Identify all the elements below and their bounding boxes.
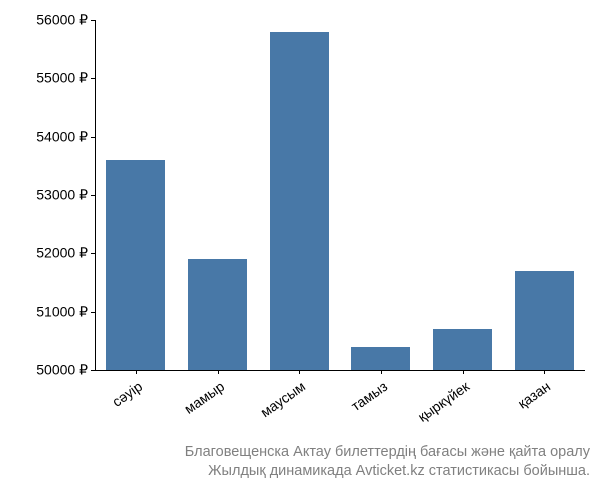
bars-group <box>95 20 585 370</box>
x-tick-mark <box>136 370 137 374</box>
x-tick-mark <box>299 370 300 374</box>
bar <box>188 259 247 370</box>
x-tick-mark <box>463 370 464 374</box>
x-tick-label: тамыз <box>299 378 390 448</box>
y-tick-mark <box>91 253 95 254</box>
x-tick-label: қазан <box>462 378 553 448</box>
y-tick-label: 53000 ₽ <box>36 187 88 204</box>
x-tick-mark <box>218 370 219 374</box>
bar <box>270 32 329 370</box>
y-tick-mark <box>91 20 95 21</box>
y-tick-label: 54000 ₽ <box>36 128 88 145</box>
y-tick-mark <box>91 312 95 313</box>
y-tick-label: 56000 ₽ <box>36 12 88 29</box>
x-tick-mark <box>381 370 382 374</box>
caption-line-2: Жылдық динамикада Avticket.kz статистика… <box>0 462 590 482</box>
x-tick-label: маусым <box>217 378 308 448</box>
x-tick-label: сәуір <box>54 378 145 448</box>
y-tick-mark <box>91 137 95 138</box>
y-tick-label: 51000 ₽ <box>36 303 88 320</box>
price-chart: 50000 ₽ 51000 ₽ 52000 ₽ 53000 ₽ 54000 ₽ 55000… <box>0 0 600 500</box>
caption-line-1: Благовещенска Актау билеттердің бағасы ж… <box>0 443 590 463</box>
x-tick-mark <box>544 370 545 374</box>
bar <box>433 329 492 370</box>
bar <box>351 347 410 370</box>
y-tick-mark <box>91 78 95 79</box>
x-tick-label: қыркүйек <box>381 378 472 448</box>
y-tick-label: 50000 ₽ <box>36 362 88 379</box>
y-tick-label: 55000 ₽ <box>36 70 88 87</box>
y-tick-mark <box>91 195 95 196</box>
y-tick-label: 52000 ₽ <box>36 245 88 262</box>
x-tick-label: мамыр <box>136 378 227 448</box>
y-tick-mark <box>91 370 95 371</box>
bar <box>106 160 165 370</box>
bar <box>515 271 574 370</box>
plot-area <box>95 20 585 370</box>
chart-caption: Благовещенска Актау билеттердің бағасы ж… <box>0 443 590 482</box>
x-axis-line <box>95 370 585 371</box>
